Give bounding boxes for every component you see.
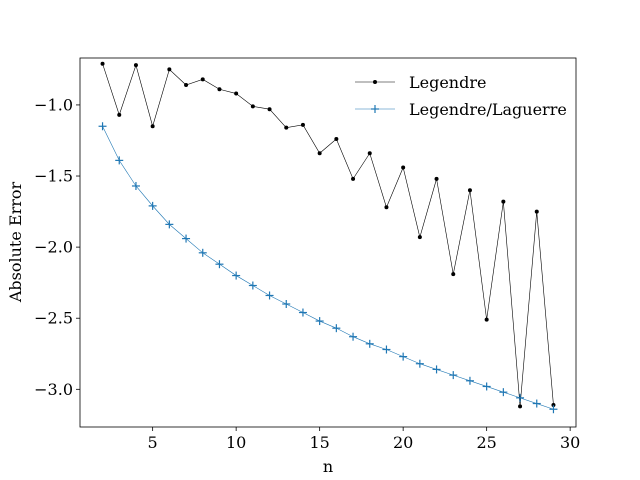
- series-1-point-7: [200, 77, 205, 82]
- series-2-point-5: [165, 220, 174, 229]
- series-2-point-10: [248, 281, 257, 290]
- series-1-point-1: [100, 61, 105, 66]
- y-tick-label-4: −1.5: [34, 167, 73, 186]
- series-2-point-20: [415, 359, 424, 368]
- series-1-point-16: [351, 176, 356, 181]
- legend-item-1-label: Legendre: [409, 73, 486, 92]
- x-tick-label-1: 5: [148, 433, 158, 452]
- series-2-point-15: [332, 324, 341, 333]
- series-2-point-19: [399, 352, 408, 361]
- series-1-point-8: [217, 87, 222, 92]
- series-2-point-22: [449, 371, 458, 380]
- series-2-point-13: [298, 308, 307, 317]
- series-1-point-15: [334, 137, 339, 142]
- y-tick-label-5: −1.0: [34, 95, 73, 114]
- series-2-point-23: [465, 376, 474, 385]
- series-2-point-16: [349, 332, 358, 341]
- series-2-point-28: [549, 405, 558, 414]
- plot-frame: [79, 57, 577, 428]
- series-2-point-18: [382, 345, 391, 354]
- series-2-point-12: [282, 300, 291, 308]
- series-2-point-8: [215, 260, 224, 269]
- series-1-point-18: [384, 205, 389, 210]
- series-2-point-6: [182, 234, 191, 243]
- legend-item-2: Legendre/Laguerre: [355, 100, 567, 119]
- series-1-point-27: [534, 209, 539, 214]
- series-2-point-25: [499, 388, 508, 397]
- series-2-point-17: [365, 339, 374, 348]
- x-tick-label-2: 10: [226, 433, 246, 452]
- y-tick-label-1: −3.0: [34, 380, 73, 399]
- series-1-point-10: [250, 104, 255, 109]
- series-1-point-2: [117, 112, 122, 117]
- series-2-point-21: [432, 365, 441, 374]
- series-2-point-4: [148, 201, 157, 210]
- legend-item-2-label: Legendre/Laguerre: [409, 100, 567, 119]
- series-1-point-3: [133, 63, 138, 68]
- y-tick-label-3: −2.0: [34, 238, 73, 257]
- series-2-point-9: [232, 271, 241, 280]
- series-1: [100, 61, 556, 409]
- series-1-point-5: [167, 67, 172, 72]
- series-1-point-28: [551, 402, 556, 407]
- x-tick-label-5: 25: [476, 433, 496, 452]
- series-2-point-1: [98, 122, 107, 131]
- series-1-point-6: [184, 83, 189, 88]
- series-2-point-2: [115, 156, 124, 165]
- series-2-point-26: [516, 393, 525, 402]
- series-1-point-11: [267, 107, 272, 112]
- legend-item-2-marker: [371, 105, 379, 113]
- series-1-point-24: [484, 317, 489, 322]
- x-tick-label-3: 15: [309, 433, 329, 452]
- series-1-point-26: [518, 404, 523, 409]
- series-2-point-14: [315, 317, 324, 326]
- series-1-point-22: [451, 272, 456, 277]
- x-axis-label: n: [323, 457, 333, 476]
- ticks-layer: 5 10 15 20 25 30 −3.0 −2.5 −2.0 −1.5 −1.0: [34, 95, 580, 452]
- series-1-point-19: [401, 165, 406, 170]
- y-axis-label: Absolute Error: [6, 182, 25, 304]
- series-2-point-24: [482, 382, 491, 391]
- series-1-point-23: [467, 188, 472, 193]
- x-tick-label-4: 20: [393, 433, 413, 452]
- series-1-point-25: [501, 199, 506, 204]
- series-2-point-7: [198, 248, 207, 257]
- series-2: [98, 122, 558, 414]
- y-tick-label-2: −2.5: [34, 309, 73, 328]
- series-1-point-17: [367, 151, 372, 156]
- legend-item-1: Legendre: [355, 73, 486, 92]
- series-2-point-27: [532, 399, 541, 408]
- x-tick-label-6: 30: [560, 433, 580, 452]
- series-1-line: [102, 63, 554, 407]
- series-1-point-9: [234, 91, 239, 96]
- series-1-point-20: [417, 235, 422, 240]
- series-1-point-21: [434, 176, 439, 181]
- series-1-point-12: [284, 125, 289, 130]
- series-2-point-11: [265, 291, 274, 300]
- series-1-point-13: [300, 122, 305, 127]
- series-2-point-3: [131, 181, 140, 190]
- series-1-point-14: [317, 151, 322, 156]
- legend: Legendre Legendre/Laguerre: [355, 73, 567, 119]
- series-2-line: [102, 126, 554, 410]
- series-layer: [98, 61, 558, 414]
- series-1-point-4: [150, 124, 155, 129]
- legend-item-1-marker: [373, 80, 377, 84]
